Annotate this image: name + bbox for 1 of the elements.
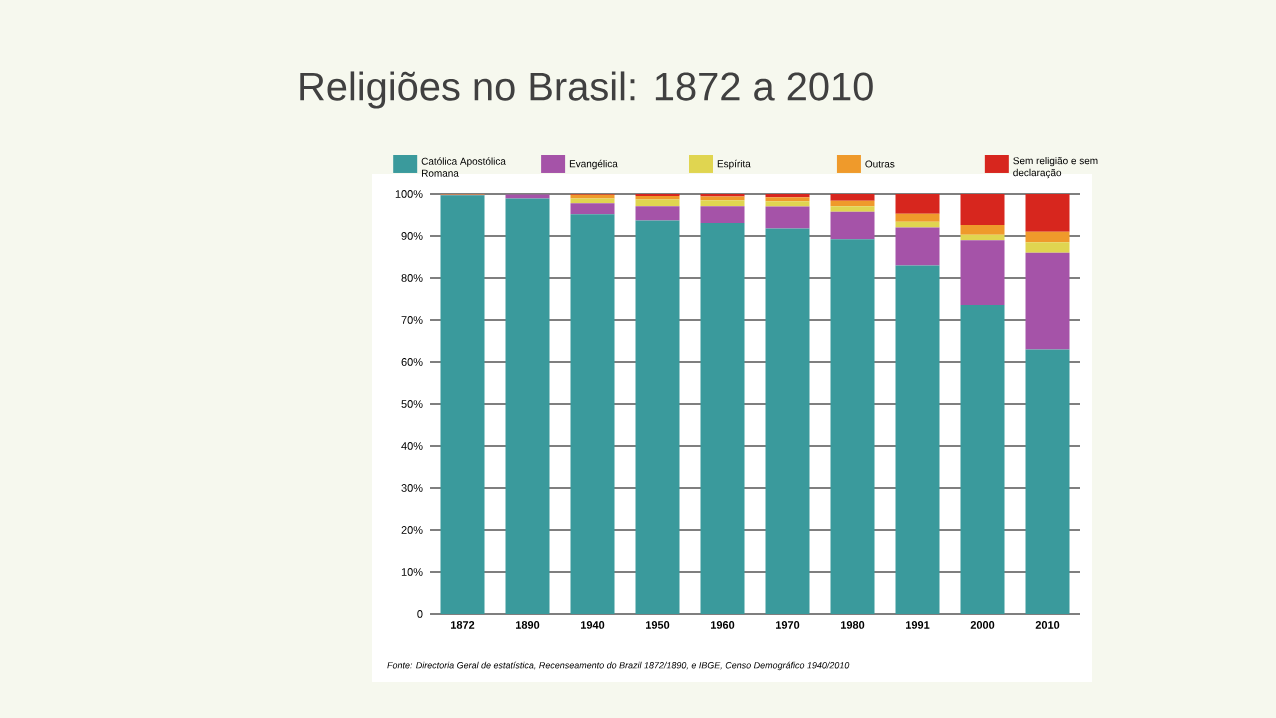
- chart-title: Religiões no Brasil: 1872 a 2010: [300, 71, 873, 109]
